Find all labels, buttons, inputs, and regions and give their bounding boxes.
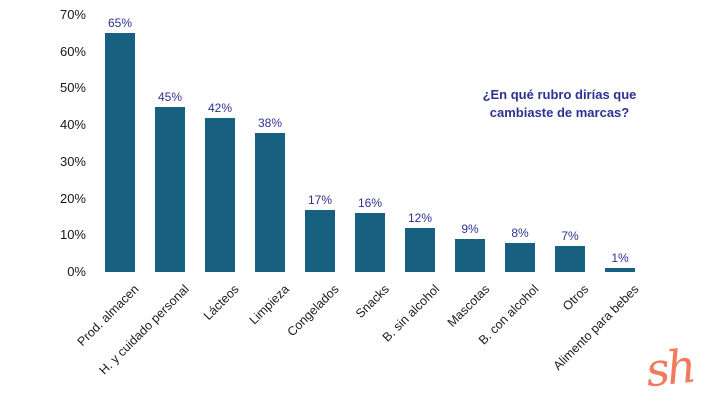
chart-title-line-1: ¿En qué rubro dirías que xyxy=(482,87,637,102)
bar-group: 1% Alimento para bebes xyxy=(551,15,645,373)
bar-group: 12% B. sin alcohol xyxy=(379,15,445,345)
brand-logo-sh: sh xyxy=(643,338,696,398)
bar-value-label: 42% xyxy=(207,100,233,115)
bar-group: 9% Mascotas xyxy=(444,15,495,330)
y-axis-tick-label: 50% xyxy=(59,80,86,96)
y-axis-tick-label: 20% xyxy=(59,190,86,206)
category-label: Mascotas xyxy=(444,282,492,330)
bar xyxy=(455,238,485,272)
y-axis-tick-label: 10% xyxy=(59,227,86,243)
category-label: Snacks xyxy=(353,282,392,321)
y-axis-tick-label: 60% xyxy=(59,43,86,59)
bar-group: 7% Otros xyxy=(545,15,595,314)
category-label: Lácteos xyxy=(201,282,242,323)
bar xyxy=(505,242,535,272)
y-axis-tick-label: 30% xyxy=(59,153,86,169)
bar-group: 65% Prod. almacen xyxy=(75,15,145,349)
bar-value-label: 1% xyxy=(611,251,629,266)
bar xyxy=(305,209,335,272)
bar xyxy=(605,268,635,272)
bar xyxy=(405,227,435,272)
category-label: Alimento para bebes xyxy=(550,282,642,373)
bar-group: 17% Congelados xyxy=(285,15,345,339)
bar xyxy=(155,106,185,272)
bar-value-label: 17% xyxy=(307,192,333,207)
bar-value-label: 9% xyxy=(461,221,479,236)
chart-title-line-2: cambiaste de marcas? xyxy=(489,105,630,121)
bar-group: 8% B. con alcohol xyxy=(476,15,545,348)
y-axis-tick-label: 0% xyxy=(67,264,86,279)
bar xyxy=(105,33,135,272)
bar-value-label: 38% xyxy=(257,115,283,130)
bar-value-label: 12% xyxy=(407,210,433,225)
bar-value-label: 45% xyxy=(157,89,183,104)
category-label: Congelados xyxy=(284,282,342,340)
y-axis-tick-label: 40% xyxy=(59,117,86,133)
bar-value-label: 16% xyxy=(357,196,383,211)
plot-area: 65% Prod. almacen 45% H. y cuidado personal… xyxy=(75,15,645,378)
bar-value-label: 65% xyxy=(107,16,133,31)
bar-value-label: 7% xyxy=(561,229,579,244)
category-label: Limpieza xyxy=(246,282,292,328)
bar xyxy=(355,213,385,272)
bar xyxy=(255,132,285,272)
bar-group: 45% H. y cuidado personal xyxy=(97,15,195,378)
bar-group: 38% Limpieza xyxy=(245,15,295,328)
bar-value-label: 8% xyxy=(511,225,529,240)
category-label: Otros xyxy=(560,282,592,314)
bar xyxy=(205,117,235,272)
bar-group: 16% Snacks xyxy=(345,15,395,321)
category-label: H. y cuidado personal xyxy=(96,282,192,378)
bar-group: 42% Lácteos xyxy=(195,15,245,323)
y-axis-tick-label: 70% xyxy=(59,7,86,22)
chart-title: ¿En qué rubro dirías que cambiaste de ma… xyxy=(452,86,667,122)
bar xyxy=(555,246,585,272)
